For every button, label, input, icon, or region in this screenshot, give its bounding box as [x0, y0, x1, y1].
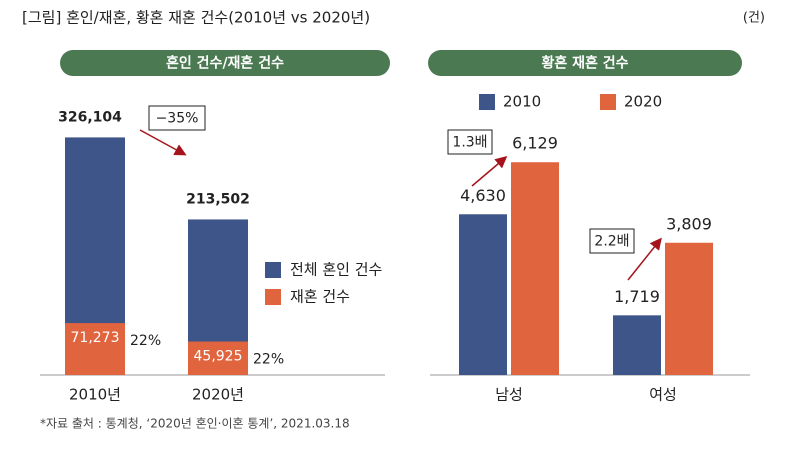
- annotation: −35%: [156, 111, 199, 127]
- value-label: 6,129: [512, 134, 558, 153]
- legend-label: 2020: [624, 93, 662, 111]
- source-note: *자료 출처 : 통계청, ‘2020년 혼인·이혼 통계’, 2021.03.…: [40, 417, 350, 431]
- share-label: 22%: [130, 333, 161, 349]
- bar: [65, 323, 125, 375]
- legend-label: 재혼 건수: [290, 288, 350, 306]
- bar: [511, 162, 559, 375]
- legend-swatch: [265, 262, 281, 278]
- value-label: 1,719: [614, 287, 660, 306]
- value-label: 4,630: [460, 186, 506, 205]
- arrow: [627, 237, 662, 281]
- annotation: 2.2배: [594, 234, 629, 250]
- legend-swatch: [265, 289, 281, 305]
- value-label: 213,502: [186, 191, 250, 207]
- unit-label: (건): [743, 11, 765, 26]
- value-label: 326,104: [58, 109, 122, 125]
- panel-header: [60, 50, 390, 76]
- annotation-box: [148, 105, 206, 131]
- x-tick-label: 여성: [649, 386, 677, 404]
- bar: [188, 341, 248, 375]
- annotation: 1.3배: [452, 135, 487, 151]
- legend-swatch: [479, 94, 495, 110]
- arrow: [471, 156, 508, 187]
- panel-header: [428, 50, 742, 76]
- x-tick-label: 2010년: [69, 386, 121, 404]
- panel-title: 황혼 재혼 건수: [541, 55, 628, 72]
- annotation-box: [447, 129, 493, 155]
- legend-label: 전체 혼인 건수: [290, 261, 382, 279]
- x-tick-label: 남성: [495, 386, 523, 404]
- annotation-box: [589, 228, 635, 254]
- value-label: 71,273: [71, 330, 120, 346]
- value-label: 45,925: [194, 349, 243, 365]
- bar: [665, 242, 713, 375]
- arrow: [139, 129, 187, 156]
- panel-title: 혼인 건수/재혼 건수: [166, 55, 284, 72]
- bar: [459, 214, 507, 375]
- bar: [613, 315, 661, 375]
- legend-label: 2010: [503, 93, 541, 111]
- x-tick-label: 2020년: [192, 386, 244, 404]
- legend-swatch: [600, 94, 616, 110]
- share-label: 22%: [253, 352, 284, 368]
- page-title: [그림] 혼인/재혼, 황혼 재혼 건수(2010년 vs 2020년): [22, 9, 370, 27]
- value-label: 3,809: [666, 214, 712, 233]
